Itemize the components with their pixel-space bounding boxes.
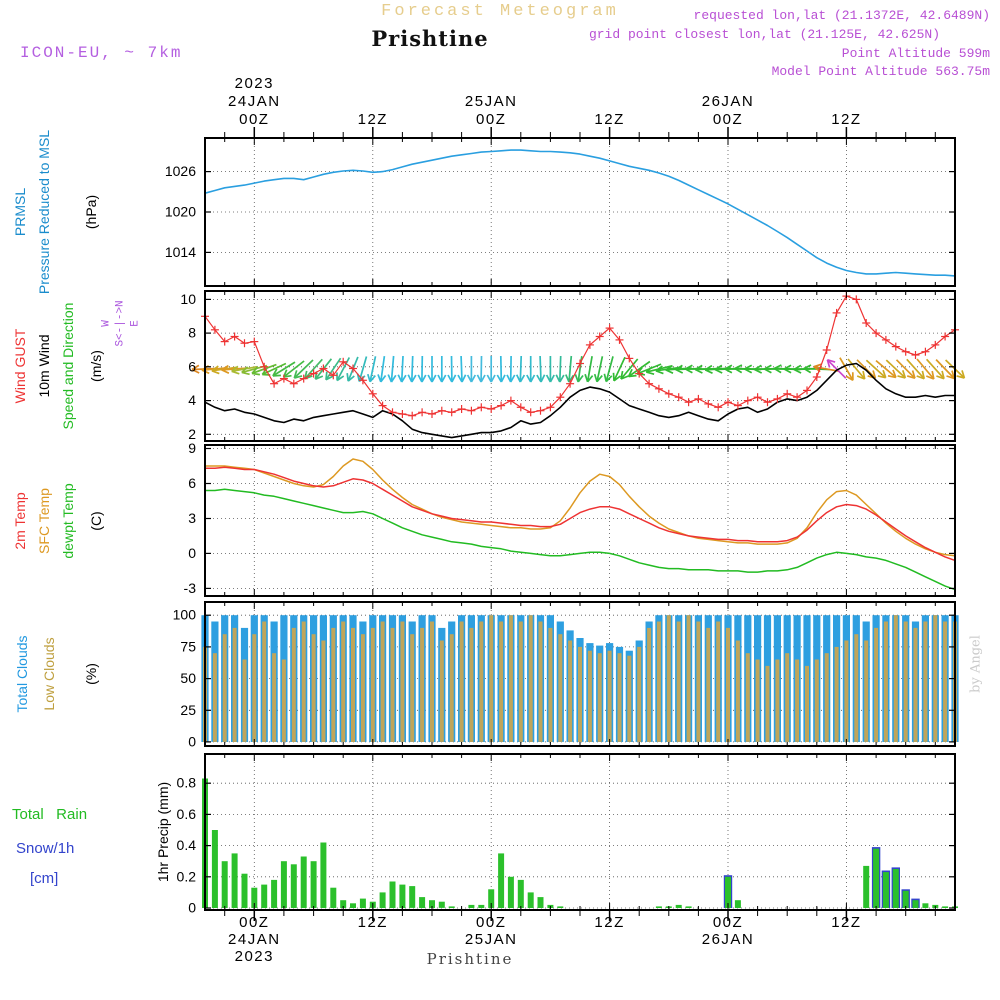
date-label-top: 24JAN [228,93,281,110]
temperature-gridlines [205,445,955,596]
date-label-bottom: 26JAN [702,931,755,948]
forecast-meteogram-watermark: Forecast Meteogram [381,2,619,21]
wind-axis-label: Speed and Direction [60,302,76,430]
hour-label-bottom: 12Z [358,914,388,931]
hour-label-top: 12Z [831,111,861,128]
wind-frame: 2 4 6 8 10 [180,290,956,442]
temperature-y-tick-label: 6 [188,475,196,491]
clouds-frame: 0 25 50 75 100 [173,601,956,749]
temperature-y-tick-label: 0 [188,545,196,561]
clouds-axis-label: Low Clouds [41,637,57,711]
hour-label-top: 12Z [594,111,624,128]
wind-gust-markers [201,292,959,420]
total-rain-label: Total Rain [12,806,88,823]
wind-speed-line [204,362,955,439]
time-axis-labels: 202324JAN00Z00Z24JAN202312Z12Z25JAN00Z00… [228,75,861,965]
model-point-altitude: Model Point Altitude 563.75m [771,64,990,79]
hour-label-bottom: 12Z [831,914,861,931]
date-label-top: 25JAN [465,93,518,110]
pressure-y-tick-label: 1026 [165,163,196,179]
pressure-y-tick-label: 1014 [165,244,196,260]
footer-station-label: Prishtine [426,950,514,968]
temperature-frame: -3 0 3 6 9 [184,440,956,597]
compass-axis-label: S<-|->N [114,300,127,347]
temp-2m-line [205,466,956,562]
date-label-bottom: 25JAN [465,931,518,948]
snow-label: Snow/1h [16,840,75,857]
clouds-y-tick-label: 100 [173,607,197,623]
temperature-y-tick-label: 3 [188,510,196,526]
grid-point-coordinates: grid point closest lon,lat (21.125E, 42.… [588,27,940,42]
temperature-axis-label: (C) [88,510,104,531]
hour-label-top: 12Z [358,111,388,128]
wind-direction-compass-icon: W S<-|->N E [100,284,143,362]
hour-label-bottom: 00Z [713,914,743,931]
snow-bars [723,847,920,908]
precipitation-y-tick-label: 0.4 [177,837,197,853]
clouds-y-tick-label: 0 [188,733,196,749]
low-clouds-bars [203,615,957,742]
wind-axis-label: (m/s) [88,350,104,382]
pressure-line [204,149,956,277]
dewpoint-line [205,488,956,591]
clouds-y-tick-label: 25 [180,702,196,718]
wind-axis-label: Wind GUST [12,328,28,404]
hour-label-top: 00Z [713,111,743,128]
hour-label-top: 00Z [476,111,506,128]
precipitation-y-tick-label: 0 [188,900,196,916]
temperature-y-tick-label: -3 [184,580,197,596]
clouds-axis-label: (%) [83,663,99,685]
wind-y-tick-label: 2 [188,426,196,442]
wind-y-tick-label: 8 [188,325,196,341]
date-label-top: 26JAN [702,93,755,110]
hour-label-bottom: 12Z [594,914,624,931]
precipitation-y-tick-label: 0.6 [177,806,197,822]
pressure-y-tick-label: 1020 [165,204,196,220]
pressure-axis-label: Pressure Reduced to MSL [36,129,52,295]
pressure-axis-label: PRMSL [12,187,28,237]
compass-east-label: E [129,320,142,327]
point-altitude: Point Altitude 599m [841,46,990,61]
precipitation-y-tick-label: 0.2 [177,868,197,884]
wind-axis-label: 10m Wind [36,334,52,398]
temperature-y-tick-label: 9 [188,440,196,456]
pressure-frame: 1014 1020 1026 [165,137,956,287]
clouds-y-tick-label: 75 [180,638,196,654]
model-label: ICON-EU, ~ 7km [20,44,183,62]
wind-y-tick-label: 4 [188,392,196,408]
requested-coordinates: requested lon,lat (21.1372E, 42.6489N) [693,8,990,23]
hour-label-bottom: 00Z [476,914,506,931]
rain-bars [202,778,958,908]
pressure-gridlines [205,138,955,286]
temperature-axis-label: dewpt Temp [60,482,76,559]
clouds-y-tick-label: 50 [180,670,196,686]
station-title: Prishtine [371,26,489,51]
precipitation-y-tick-label: 0.8 [177,775,197,791]
wind-y-tick-label: 6 [188,358,196,374]
credit-watermark: by Angel [968,635,984,693]
temperature-axis-label: SFC Temp [36,487,52,554]
wind-gust-line [204,295,956,417]
sfc-temp-line [205,458,956,557]
time-axis-ticks [224,127,936,921]
pressure-axis-label: (hPa) [83,194,99,230]
hour-label-bottom: 00Z [239,914,269,931]
precip-axis-label: 1hr Precip (mm) [155,781,171,883]
hour-label-top: 00Z [239,111,269,128]
date-label-bottom: 24JAN [228,931,281,948]
year-label-top: 2023 [235,75,274,92]
wind-y-tick-label: 10 [180,291,196,307]
wind-direction-arrows [191,355,966,383]
precipitation-gridlines [205,754,955,910]
temperature-axis-label: 2m Temp [12,491,28,550]
year-label-bottom: 2023 [235,948,274,965]
snow-unit-label: [cm] [30,870,59,887]
clouds-axis-label: Total Clouds [14,635,30,713]
